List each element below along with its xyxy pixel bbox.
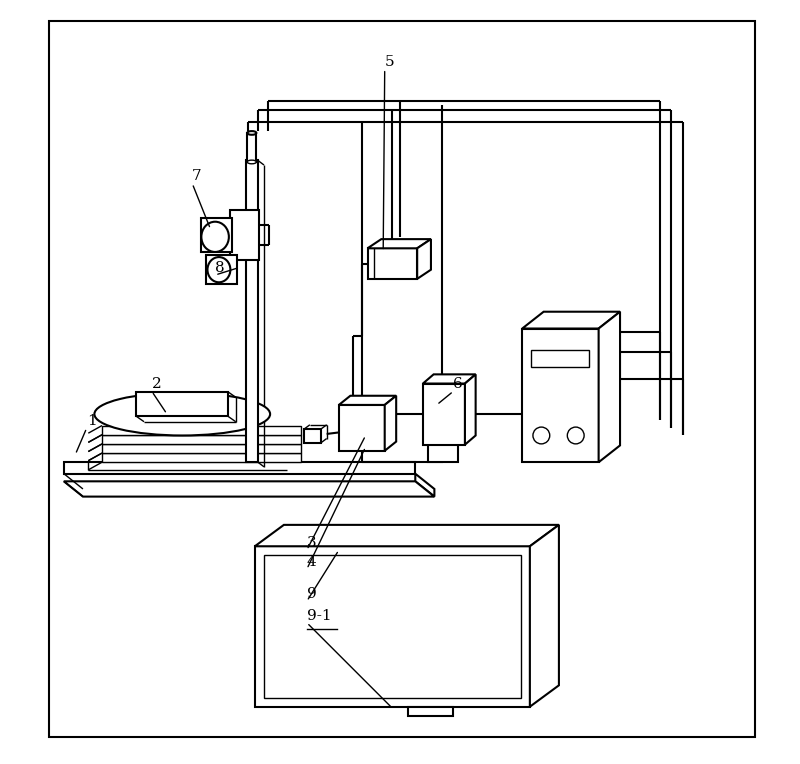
Bar bbox=[102, 426, 301, 435]
Bar bbox=[137, 392, 228, 416]
Text: 3: 3 bbox=[306, 536, 317, 550]
Bar bbox=[102, 435, 301, 444]
Text: 2: 2 bbox=[152, 377, 162, 391]
Ellipse shape bbox=[202, 222, 229, 252]
Bar bbox=[423, 384, 465, 445]
Bar bbox=[522, 329, 598, 462]
Ellipse shape bbox=[247, 160, 256, 163]
Ellipse shape bbox=[533, 427, 550, 444]
Text: 6: 6 bbox=[454, 377, 463, 391]
Bar bbox=[230, 210, 259, 260]
Polygon shape bbox=[522, 312, 620, 329]
Bar bbox=[246, 160, 258, 462]
Polygon shape bbox=[339, 396, 396, 405]
Ellipse shape bbox=[94, 393, 270, 435]
Polygon shape bbox=[255, 525, 559, 546]
Bar bbox=[339, 405, 385, 451]
Polygon shape bbox=[598, 312, 620, 462]
Bar bbox=[367, 248, 417, 279]
Bar bbox=[304, 429, 321, 443]
Bar bbox=[206, 255, 237, 284]
Bar bbox=[64, 462, 415, 474]
Bar bbox=[102, 453, 301, 462]
Bar bbox=[427, 443, 458, 462]
Ellipse shape bbox=[207, 257, 230, 282]
Ellipse shape bbox=[247, 131, 256, 134]
Polygon shape bbox=[423, 374, 476, 384]
Polygon shape bbox=[417, 239, 431, 279]
Text: 9: 9 bbox=[306, 588, 317, 601]
Polygon shape bbox=[385, 396, 396, 451]
Polygon shape bbox=[64, 481, 434, 497]
Bar bbox=[202, 218, 232, 252]
Ellipse shape bbox=[567, 427, 584, 444]
Bar bbox=[102, 444, 301, 453]
Text: 7: 7 bbox=[192, 170, 202, 183]
Polygon shape bbox=[367, 239, 431, 248]
Bar bbox=[531, 350, 590, 367]
Text: 9-1: 9-1 bbox=[306, 609, 331, 623]
Text: 8: 8 bbox=[215, 261, 225, 275]
Polygon shape bbox=[465, 374, 476, 445]
Bar bbox=[247, 133, 256, 162]
Polygon shape bbox=[415, 474, 434, 497]
Bar bbox=[255, 546, 530, 707]
Bar bbox=[264, 555, 521, 698]
Polygon shape bbox=[530, 525, 559, 707]
Text: 1: 1 bbox=[86, 414, 97, 428]
Text: 4: 4 bbox=[306, 555, 317, 569]
Text: 5: 5 bbox=[385, 55, 394, 69]
Bar bbox=[408, 707, 454, 716]
